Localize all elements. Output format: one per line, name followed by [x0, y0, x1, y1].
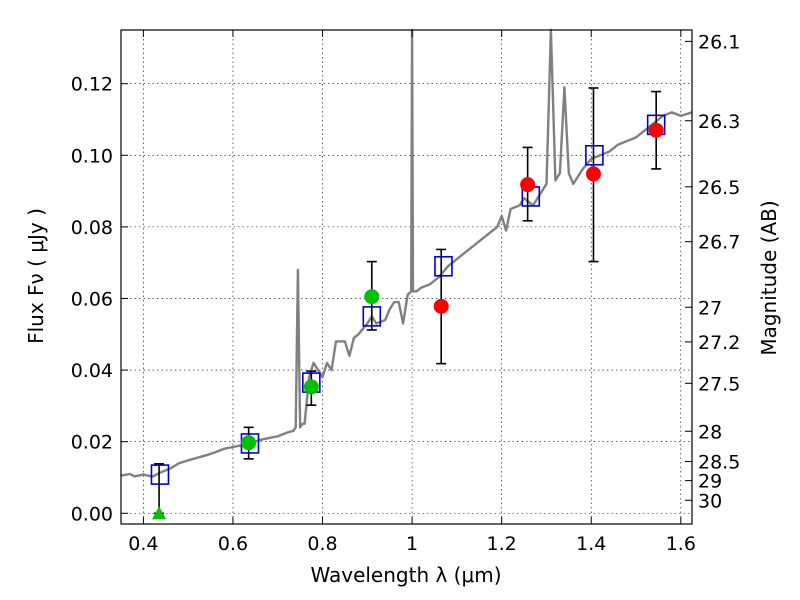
magnitude-tick-label: 26.1 — [698, 31, 740, 53]
x-tick-label: 0.8 — [307, 533, 337, 555]
y-tick-label: 0.02 — [71, 432, 113, 454]
y-tick-label: 0.12 — [71, 74, 113, 96]
y-tick-label: 0.06 — [71, 288, 113, 310]
grid-lines — [121, 30, 692, 524]
y-tick-label: 0.00 — [71, 503, 113, 525]
magnitude-tick-label: 28.5 — [698, 452, 740, 474]
red-data-point — [433, 298, 449, 314]
magnitude-tick-label: 29 — [698, 471, 722, 493]
upper-limit-marker — [152, 506, 167, 520]
y-tick-label: 0.08 — [71, 217, 113, 239]
model-spectrum-line — [120, 28, 693, 478]
model-spectrum-layer — [120, 28, 693, 478]
magnitude-tick-label: 28 — [698, 421, 722, 443]
magnitude-tick-label: 26.3 — [698, 111, 740, 133]
green-data-point — [364, 289, 380, 305]
axis-ticks: 0.4 0.6 0.8 1 1.2 1.4 1.6 0.00 0.02 0.04 0.06 0.08 0… — [71, 30, 740, 555]
model-photometry-square — [150, 464, 170, 485]
x-axis-label: Wavelength λ (μm) — [310, 563, 501, 587]
magnitude-tick-label: 27 — [698, 297, 722, 319]
magnitude-tick-label: 27.5 — [698, 373, 740, 395]
green-data-point — [303, 379, 319, 395]
y-tick-label: 0.10 — [71, 145, 113, 167]
magnitude-tick-label: 27.2 — [698, 332, 740, 354]
model-photometry-square — [362, 306, 382, 327]
plot-frame — [120, 29, 693, 525]
y-axis-label: Flux Fν ( μJy ) — [24, 208, 48, 344]
x-tick-label: 1 — [406, 533, 418, 555]
red-data-point — [520, 177, 536, 193]
red-data-point — [585, 166, 601, 182]
plot-border — [120, 29, 693, 525]
magnitude-tick-label: 26.5 — [698, 177, 740, 199]
red-data-point — [648, 122, 664, 138]
green-data-point — [241, 435, 257, 451]
data-points-layer — [150, 87, 666, 520]
x-tick-label: 1.4 — [576, 533, 606, 555]
magnitude-tick-label: 26.7 — [698, 232, 740, 254]
model-photometry-square — [434, 255, 453, 277]
x-tick-label: 0.6 — [218, 533, 248, 555]
x-tick-label: 1.2 — [487, 533, 517, 555]
magnitude-axis-label: Magnitude (AB) — [757, 200, 781, 355]
model-photometry-square — [585, 144, 604, 166]
magnitude-tick-label: 30 — [698, 490, 722, 512]
y-tick-label: 0.04 — [71, 360, 113, 382]
x-tick-label: 1.6 — [666, 533, 696, 555]
x-tick-label: 0.4 — [128, 533, 158, 555]
